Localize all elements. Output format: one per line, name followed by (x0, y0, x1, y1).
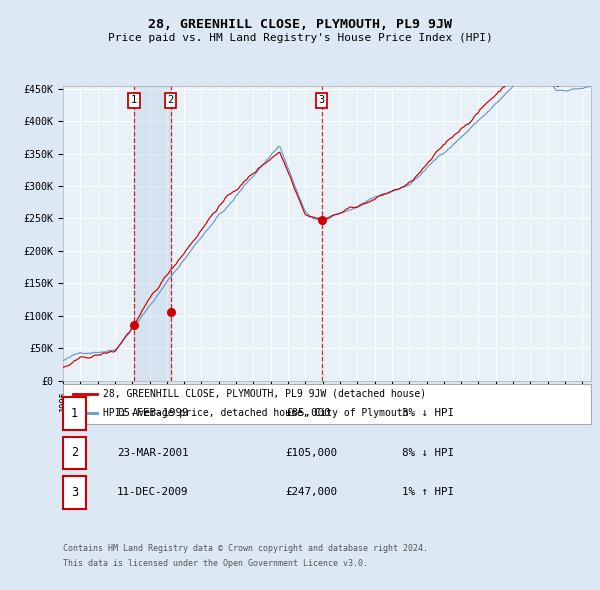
Text: 23-MAR-2001: 23-MAR-2001 (117, 448, 188, 458)
Text: 8% ↓ HPI: 8% ↓ HPI (402, 448, 454, 458)
Text: £85,000: £85,000 (285, 408, 331, 418)
Text: 1% ↑ HPI: 1% ↑ HPI (402, 487, 454, 497)
Text: Price paid vs. HM Land Registry's House Price Index (HPI): Price paid vs. HM Land Registry's House … (107, 33, 493, 43)
Text: HPI: Average price, detached house, City of Plymouth: HPI: Average price, detached house, City… (103, 408, 408, 418)
Bar (134, 86, 170, 381)
Text: £105,000: £105,000 (285, 448, 337, 458)
Text: 1: 1 (131, 96, 137, 106)
Text: 2: 2 (71, 446, 78, 460)
Text: £247,000: £247,000 (285, 487, 337, 497)
Text: Contains HM Land Registry data © Crown copyright and database right 2024.: Contains HM Land Registry data © Crown c… (63, 545, 428, 553)
Text: This data is licensed under the Open Government Licence v3.0.: This data is licensed under the Open Gov… (63, 559, 368, 568)
Text: 28, GREENHILL CLOSE, PLYMOUTH, PL9 9JW: 28, GREENHILL CLOSE, PLYMOUTH, PL9 9JW (148, 18, 452, 31)
Text: 3: 3 (71, 486, 78, 499)
Text: 3: 3 (319, 96, 325, 106)
Text: 3% ↓ HPI: 3% ↓ HPI (402, 408, 454, 418)
Text: 11-DEC-2009: 11-DEC-2009 (117, 487, 188, 497)
Text: 1: 1 (71, 407, 78, 420)
Text: 28, GREENHILL CLOSE, PLYMOUTH, PL9 9JW (detached house): 28, GREENHILL CLOSE, PLYMOUTH, PL9 9JW (… (103, 389, 426, 399)
Text: 2: 2 (167, 96, 174, 106)
Text: 05-FEB-1999: 05-FEB-1999 (117, 408, 188, 418)
